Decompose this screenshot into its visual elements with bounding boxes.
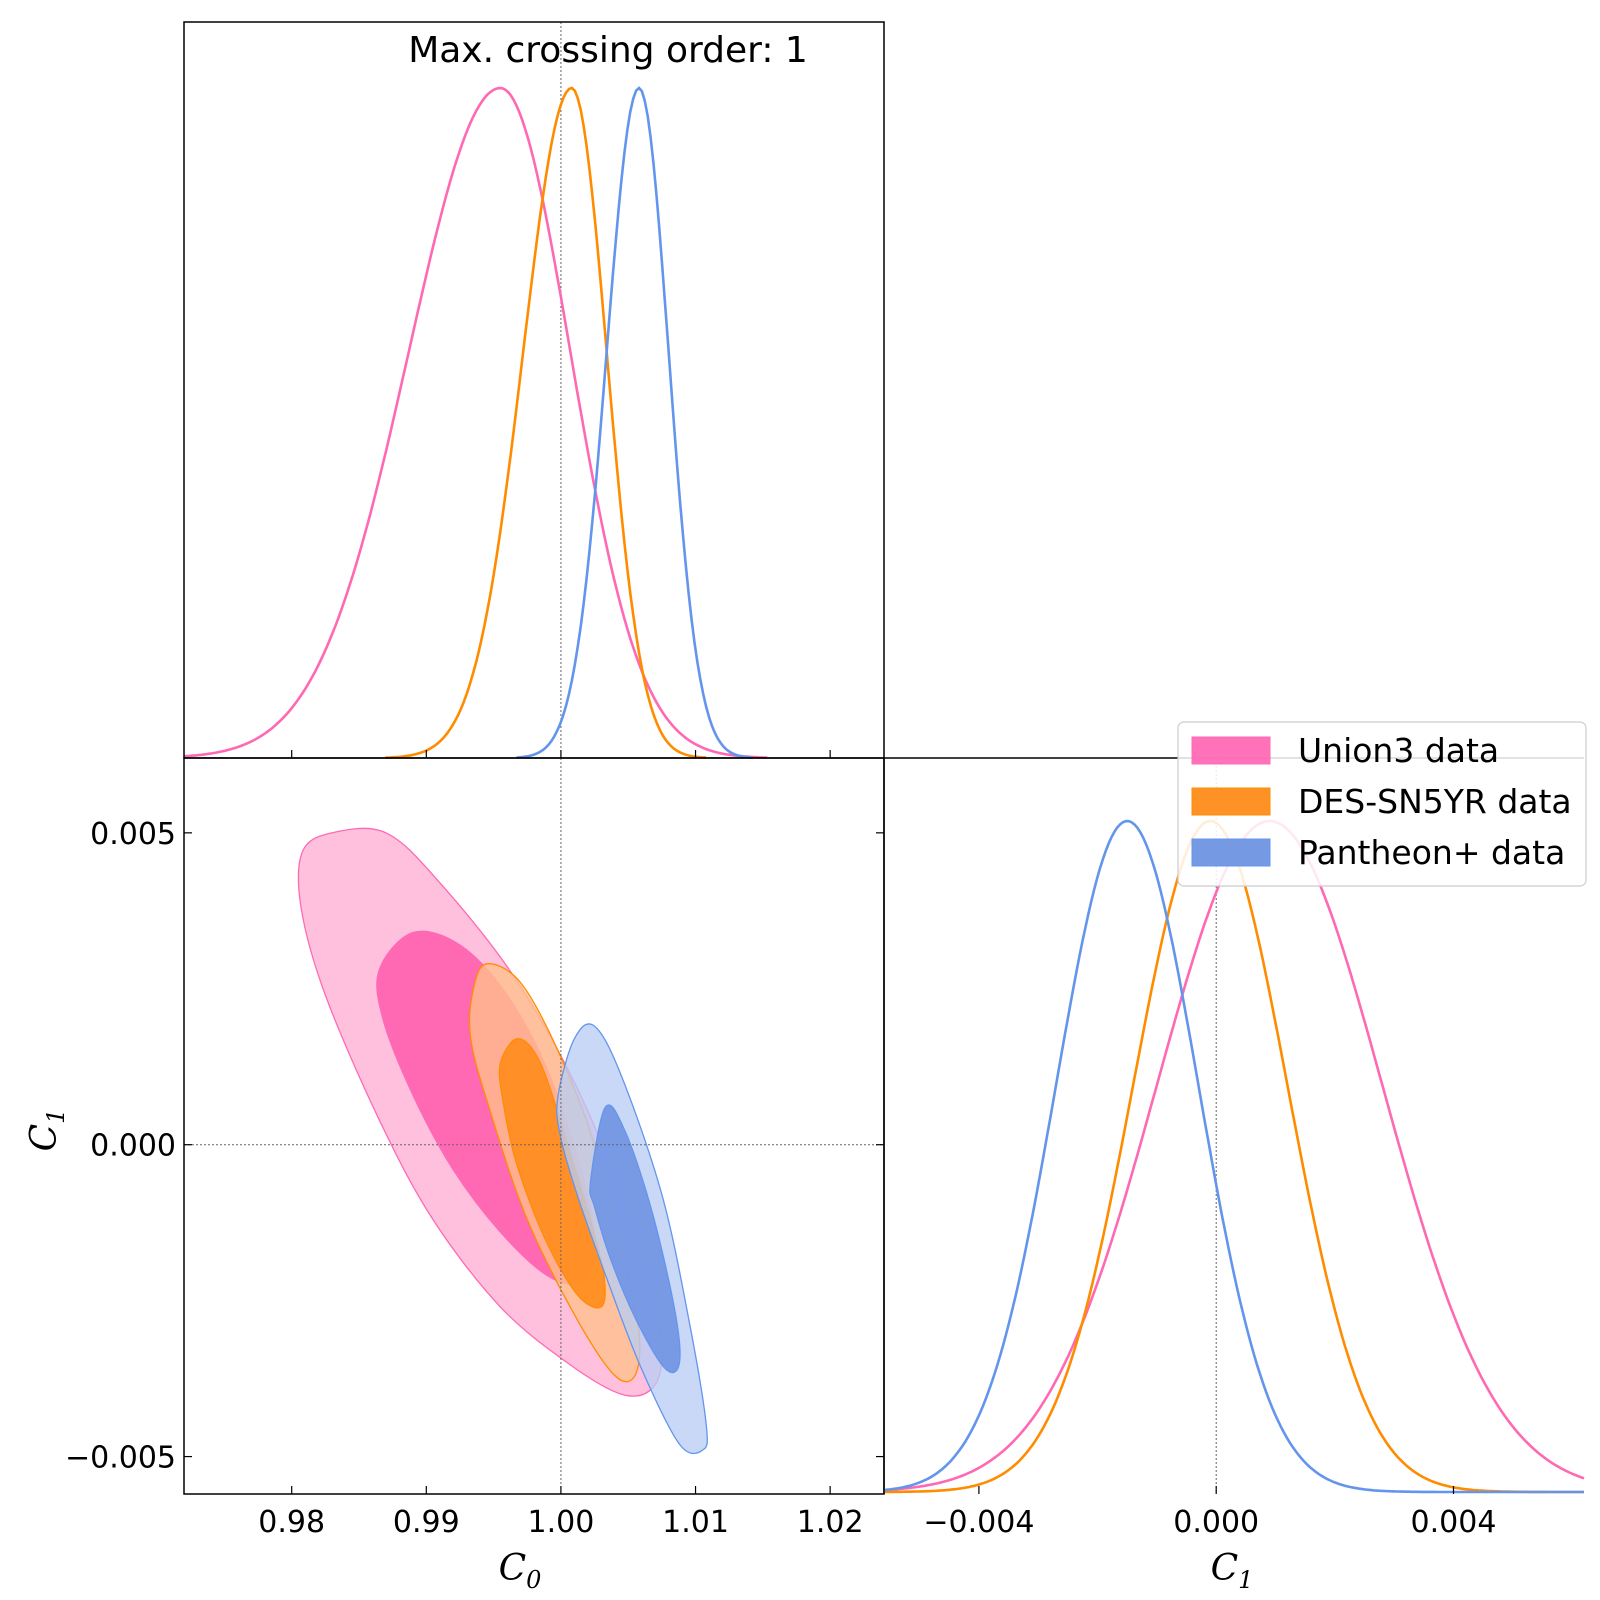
c0-axis-ticks: 0.98 0.99 1.00 1.01 1.02 bbox=[258, 1486, 864, 1540]
legend-swatch-1 bbox=[1191, 787, 1271, 816]
panel-2d-contours: 0.98 0.99 1.00 1.01 1.02 0.005 0.000 −0.005 C0… bbox=[24, 757, 885, 1594]
c0-top-ticks bbox=[291, 750, 831, 758]
c0-marginal-curves bbox=[183, 86, 768, 759]
c0-tick-label-0: 0.98 bbox=[258, 1505, 325, 1540]
c1-x-tick-label-0: −0.004 bbox=[923, 1505, 1034, 1540]
c1-x-tick-label-2: 0.004 bbox=[1411, 1505, 1497, 1540]
c0-tick-label-1: 0.99 bbox=[393, 1505, 460, 1540]
c1-y-axis-label: C1 bbox=[24, 1109, 70, 1152]
contour-inner-2 bbox=[589, 1104, 681, 1374]
c0-tick-label-3: 1.01 bbox=[662, 1505, 729, 1540]
c0-tick-label-2: 1.00 bbox=[528, 1505, 595, 1540]
legend-label-1: DES-SN5YR data bbox=[1298, 782, 1572, 821]
legend-label-0: Union3 data bbox=[1298, 731, 1499, 770]
c0-marginal-1 bbox=[385, 86, 707, 759]
legend-swatch-2 bbox=[1191, 838, 1271, 867]
c1-x-axis-ticks: −0.004 0.000 0.004 bbox=[923, 1486, 1496, 1540]
c0-marginal-0 bbox=[183, 86, 768, 759]
figure-title: Max. crossing order: 1 bbox=[408, 30, 808, 71]
c0-marginal-2 bbox=[516, 86, 753, 759]
contour-inner-1 bbox=[498, 1038, 606, 1309]
c1-axis-ticks: 0.005 0.000 −0.005 bbox=[65, 817, 884, 1476]
legend: Union3 data DES-SN5YR data Pantheon+ data bbox=[1177, 721, 1587, 887]
c1-y-tick-label-0: 0.005 bbox=[90, 817, 176, 852]
c0-tick-label-4: 1.02 bbox=[797, 1505, 864, 1540]
legend-swatch-0 bbox=[1191, 736, 1271, 765]
c1-y-tick-label-2: −0.005 bbox=[65, 1441, 176, 1476]
c1-y-tick-label-1: 0.000 bbox=[90, 1129, 176, 1164]
c1-marginal-2 bbox=[883, 819, 1584, 1494]
legend-items: Union3 data DES-SN5YR data Pantheon+ data bbox=[1191, 731, 1572, 872]
legend-label-2: Pantheon+ data bbox=[1298, 833, 1565, 872]
c1-x-tick-label-1: 0.000 bbox=[1173, 1505, 1259, 1540]
c1-x-axis-label: C1 bbox=[1211, 1548, 1254, 1594]
panel-c0-marginal: Max. crossing order: 1 bbox=[183, 21, 885, 759]
legend-box bbox=[1177, 721, 1587, 887]
c0-axis-label: C0 bbox=[499, 1548, 542, 1594]
contour-group bbox=[297, 827, 708, 1455]
